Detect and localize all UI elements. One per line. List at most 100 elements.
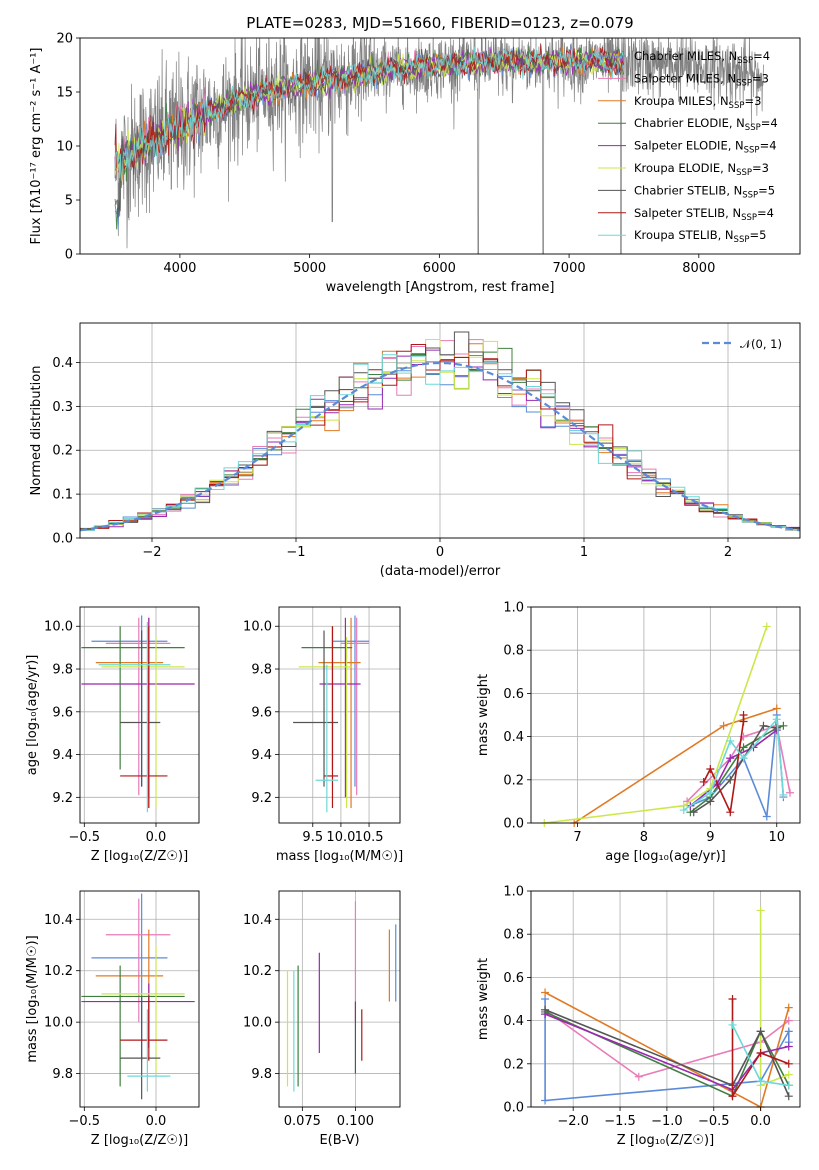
x-tick-label: 8	[640, 830, 648, 845]
x-axis-label: Z [log₁₀(Z/Z☉)]	[91, 1133, 188, 1148]
x-axis-label: Z [log₁₀(Z/Z☉)]	[617, 1133, 714, 1148]
legend-suffix: =3	[752, 161, 769, 175]
y-tick-label: 0.6	[503, 687, 524, 702]
y-tick-label: 10.0	[243, 1016, 272, 1031]
y-tick-label: 0.0	[503, 817, 524, 832]
axes-frame	[530, 890, 801, 1108]
weight-marker-chabrier_miles	[784, 1027, 793, 1036]
y-tick-label: 0.8	[503, 928, 524, 943]
weight-marker-salpeter_miles	[634, 1072, 643, 1081]
y-tick-label: 10.0	[44, 620, 73, 635]
weight-line-salpeter_elodie	[544, 1013, 789, 1091]
y-tick-label: 1.0	[503, 601, 524, 616]
legend-entry-kroupa_elodie: Kroupa ELODIE, NSSP=3	[634, 161, 769, 178]
y-tick-label: 9.8	[251, 663, 272, 678]
spectrum-title: PLATE=0283, MJD=51660, FIBERID=0123, z=0…	[246, 14, 633, 32]
histogram-kroupa_stelib	[80, 354, 800, 531]
y-tick-label: 10.4	[243, 913, 272, 928]
y-tick-label: 1.0	[503, 885, 524, 900]
y-axis-label: Flux [fλ10⁻¹⁷ erg cm⁻² s⁻¹ A⁻¹]	[29, 48, 44, 245]
weight-marker-chabrier_elodie	[779, 721, 788, 730]
legend-name: Chabrier STELIB, N	[634, 183, 742, 197]
y-tick-label: 10.0	[44, 1016, 73, 1031]
legend-sub: SSP	[742, 190, 758, 200]
weight-marker-salpeter_elodie	[784, 1042, 793, 1051]
legend-sub: SSP	[737, 56, 753, 66]
y-tick-label: 10.2	[243, 964, 272, 979]
y-tick-label: 0.6	[503, 971, 524, 986]
x-tick-label: 9.5	[302, 830, 323, 845]
weight-line-kroupa_miles	[544, 991, 790, 1107]
legend-suffix: =4	[761, 116, 778, 130]
weight-marker-chabrier_stelib	[541, 1005, 550, 1014]
histogram-salpeter_stelib	[80, 344, 800, 530]
legend-name: Salpeter ELODIE, N	[634, 139, 744, 153]
weight-marker-salpeter_stelib	[728, 1092, 737, 1101]
legend-suffix: =5	[749, 228, 766, 242]
weight-marker-kroupa_stelib	[726, 736, 735, 745]
weight-marker-chabrier_stelib	[689, 808, 698, 817]
x-axis-label: wavelength [Angstrom, rest frame]	[326, 280, 555, 295]
legend-name: Salpeter MILES, N	[634, 71, 736, 85]
y-axis-label: mass weight	[476, 958, 491, 1040]
weight-marker-chabrier_elodie	[739, 743, 748, 752]
axes-frame	[79, 606, 200, 824]
weight-marker-chabrier_stelib	[706, 797, 715, 806]
legend-name: Kroupa ELODIE, N	[634, 161, 736, 175]
legend-sub: SSP	[741, 213, 757, 223]
legend-name: Chabrier MILES, N	[634, 49, 737, 63]
axes-frame	[278, 890, 401, 1108]
x-axis-label: E(B-V)	[319, 1133, 359, 1148]
axes-frame	[79, 890, 200, 1108]
y-axis-label: mass weight	[476, 674, 491, 756]
x-tick-label: −2	[142, 545, 161, 560]
y-tick-label: 9.8	[52, 1067, 73, 1082]
weight-marker-salpeter_elodie	[726, 754, 735, 763]
weight-marker-salpeter_stelib	[756, 1049, 765, 1057]
legend-entry-kroupa_miles: Kroupa MILES, NSSP=3	[634, 94, 761, 111]
weight-marker-salpeter_stelib	[739, 711, 748, 719]
weight-line-salpeter_miles	[544, 1009, 790, 1078]
weight-line-kroupa_stelib	[683, 717, 785, 811]
y-tick-label: 0.4	[52, 356, 73, 371]
y-tick-label: 0.2	[52, 444, 73, 459]
x-tick-label: 6000	[423, 261, 456, 276]
x-axis-label: mass [log₁₀(M/M☉)]	[276, 849, 403, 864]
spectrum-model-line-kroupa_elodie	[114, 47, 624, 176]
x-axis-label: age [log₁₀(age/yr)]	[605, 849, 726, 864]
x-tick-label: 1	[580, 545, 588, 560]
legend-suffix: =5	[758, 183, 775, 197]
legend-entry-chabrier_stelib: Chabrier STELIB, NSSP=5	[634, 183, 775, 200]
x-tick-label: −1.0	[651, 1114, 683, 1129]
legend-suffix: =3	[744, 94, 761, 108]
y-tick-label: 0.1	[52, 488, 73, 503]
y-tick-label: 9.8	[52, 663, 73, 678]
x-tick-label: 2	[724, 545, 732, 560]
legend-suffix: =4	[757, 206, 774, 220]
legend-name: Salpeter STELIB, N	[634, 206, 741, 220]
x-tick-label: −0.5	[69, 830, 101, 845]
x-tick-label: 0.100	[337, 1114, 374, 1129]
x-tick-label: −2.0	[557, 1114, 589, 1129]
y-tick-label: 10.2	[44, 964, 73, 979]
y-tick-label: 10.0	[243, 620, 272, 635]
y-tick-label: 0.0	[52, 532, 73, 547]
weight-marker-kroupa_stelib	[728, 1020, 737, 1029]
weight-marker-kroupa_stelib	[679, 806, 688, 815]
x-tick-label: 5000	[293, 261, 326, 276]
weight-marker-kroupa_stelib	[779, 790, 788, 799]
weight-marker-salpeter_stelib	[726, 808, 735, 817]
weight-marker-kroupa_elodie	[784, 1070, 793, 1079]
y-tick-label: 10	[56, 140, 73, 155]
legend-entry-salpeter_miles: Salpeter MILES, NSSP=3	[634, 71, 769, 88]
weight-marker-kroupa_stelib	[784, 1081, 793, 1090]
y-tick-label: 9.4	[251, 748, 272, 763]
y-tick-label: 9.2	[251, 791, 272, 806]
x-tick-label: 10.0	[326, 830, 355, 845]
y-tick-label: 0.2	[503, 773, 524, 788]
y-tick-label: 10.4	[44, 913, 73, 928]
legend-entry-salpeter_elodie: Salpeter ELODIE, NSSP=4	[634, 139, 777, 156]
legend-sub: SSP	[736, 78, 752, 88]
y-tick-label: 9.4	[52, 748, 73, 763]
x-tick-label: 8000	[682, 261, 715, 276]
